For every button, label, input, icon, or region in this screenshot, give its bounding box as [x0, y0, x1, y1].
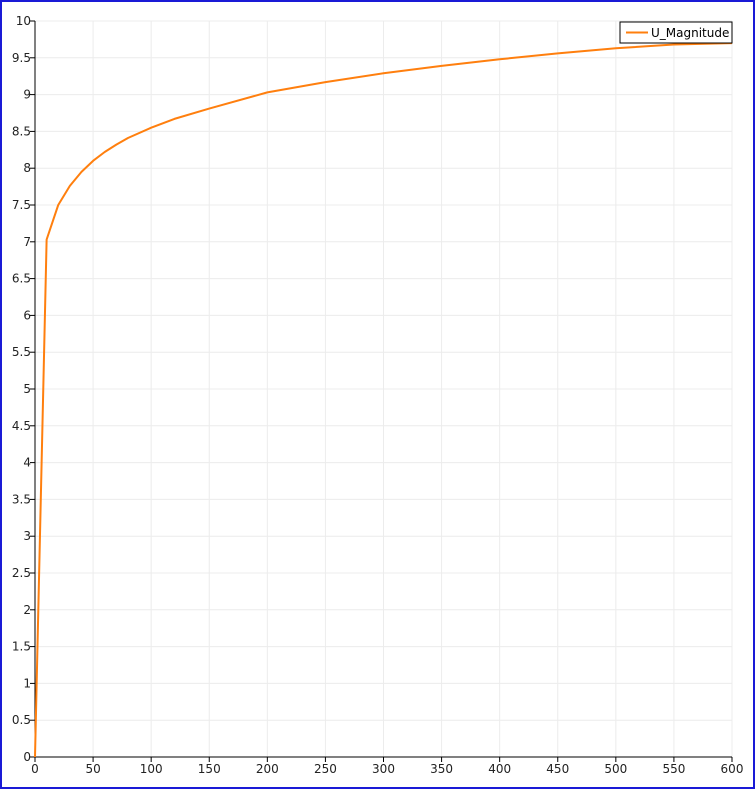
x-tick-label: 350 — [430, 762, 453, 776]
y-tick-label: 2 — [23, 603, 31, 617]
legend-label: U_Magnitude — [651, 26, 729, 40]
y-tick-label: 5 — [23, 382, 31, 396]
grid-lines — [34, 20, 733, 758]
y-tick-label: 1.5 — [12, 640, 31, 654]
y-tick-label: 0.5 — [12, 713, 31, 727]
ticks: 0 50 100 150 200 250 300 350 400 450 500 550 600 0 0.5… — [12, 14, 744, 776]
y-tick-label: 4 — [23, 456, 31, 470]
y-tick-label: 5.5 — [12, 345, 31, 359]
series-group — [34, 42, 733, 758]
legend: U_Magnitude — [619, 21, 733, 44]
y-tick-label: 1 — [23, 676, 31, 690]
y-tick-label: 2.5 — [12, 566, 31, 580]
x-tick-label: 400 — [488, 762, 511, 776]
x-tick-label: 600 — [721, 762, 744, 776]
y-tick-label: 3 — [23, 529, 31, 543]
y-tick-label: 9.5 — [12, 51, 31, 65]
x-tick-label: 450 — [546, 762, 569, 776]
legend-box — [619, 21, 733, 44]
y-tick-label: 8 — [23, 161, 31, 175]
x-tick-label: 550 — [662, 762, 685, 776]
y-tick-label: 6.5 — [12, 272, 31, 286]
x-tick-label: 300 — [372, 762, 395, 776]
y-tick-label: 3.5 — [12, 492, 31, 506]
y-tick-label: 8.5 — [12, 124, 31, 138]
y-tick-label: 10 — [16, 14, 31, 28]
series-line-u-magnitude — [34, 42, 733, 758]
x-tick-label: 100 — [140, 762, 163, 776]
x-tick-label: 150 — [198, 762, 221, 776]
y-tick-label: 0 — [23, 750, 31, 764]
x-tick-label: 200 — [256, 762, 279, 776]
x-tick-label: 250 — [314, 762, 337, 776]
y-tick-label: 4.5 — [12, 419, 31, 433]
y-tick-label: 7.5 — [12, 198, 31, 212]
x-tick-label: 500 — [604, 762, 627, 776]
y-tick-label: 7 — [23, 235, 31, 249]
y-tick-label: 6 — [23, 308, 31, 322]
x-tick-label: 50 — [85, 762, 100, 776]
y-tick-label: 9 — [23, 88, 31, 102]
x-tick-label: 0 — [31, 762, 39, 776]
